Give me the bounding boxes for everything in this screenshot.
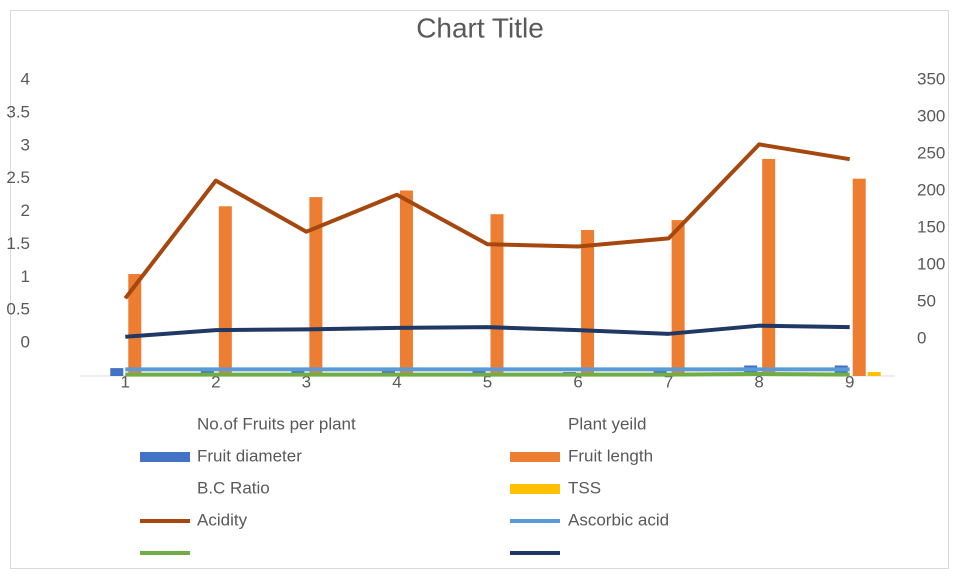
legend-label: Ascorbic acid xyxy=(568,510,669,529)
bar xyxy=(671,220,685,376)
legend-marker xyxy=(510,484,560,494)
y-tick-label: 2 xyxy=(21,201,30,220)
x-tick-label: 5 xyxy=(483,372,492,391)
y-tick-label: 4 xyxy=(21,69,30,88)
y2-tick-label: 150 xyxy=(917,217,945,236)
bar xyxy=(110,368,124,376)
legend-label: Plant yeild xyxy=(568,414,646,433)
y2-tick-label: 350 xyxy=(917,69,945,88)
y2-tick-label: 0 xyxy=(917,328,926,347)
y2-tick-label: 200 xyxy=(917,180,945,199)
bar xyxy=(218,206,232,376)
y-tick-label: 0 xyxy=(21,333,30,352)
bar xyxy=(867,372,881,376)
bar xyxy=(399,190,413,376)
legend-marker xyxy=(510,452,560,462)
legend-label: Fruit length xyxy=(568,446,653,465)
line xyxy=(125,323,850,339)
y-tick-label: 0.5 xyxy=(6,300,30,319)
x-tick-label: 6 xyxy=(573,372,582,391)
y-tick-label: 3.5 xyxy=(6,102,30,121)
x-tick-label: 1 xyxy=(121,372,130,391)
line xyxy=(125,372,850,377)
bar xyxy=(490,214,504,376)
chart-title: Chart Title xyxy=(416,12,544,43)
y2-tick-label: 250 xyxy=(917,143,945,162)
x-tick-label: 9 xyxy=(845,372,854,391)
legend-label: TSS xyxy=(568,478,601,497)
y2-tick-label: 50 xyxy=(917,291,936,310)
legend-label: No.of Fruits per plant xyxy=(197,414,356,433)
bar xyxy=(762,158,776,376)
y2-tick-label: 100 xyxy=(917,254,945,273)
line xyxy=(123,142,851,300)
bar xyxy=(852,178,866,376)
x-tick-label: 4 xyxy=(392,372,401,391)
y-tick-label: 1.5 xyxy=(6,234,30,253)
y-tick-label: 1 xyxy=(21,267,30,286)
legend-marker xyxy=(140,452,190,462)
x-tick-label: 8 xyxy=(754,372,763,391)
chart-border xyxy=(10,10,949,569)
bar xyxy=(128,274,142,376)
legend-label: Acidity xyxy=(197,510,248,529)
bar xyxy=(581,229,595,376)
x-tick-label: 7 xyxy=(664,372,673,391)
x-tick-label: 3 xyxy=(302,372,311,391)
y2-tick-label: 300 xyxy=(917,106,945,125)
legend-label: Fruit diameter xyxy=(197,446,302,465)
legend-label: B.C Ratio xyxy=(197,478,270,497)
y-tick-label: 2.5 xyxy=(6,168,30,187)
x-tick-label: 2 xyxy=(211,372,220,391)
y-tick-label: 3 xyxy=(21,135,30,154)
